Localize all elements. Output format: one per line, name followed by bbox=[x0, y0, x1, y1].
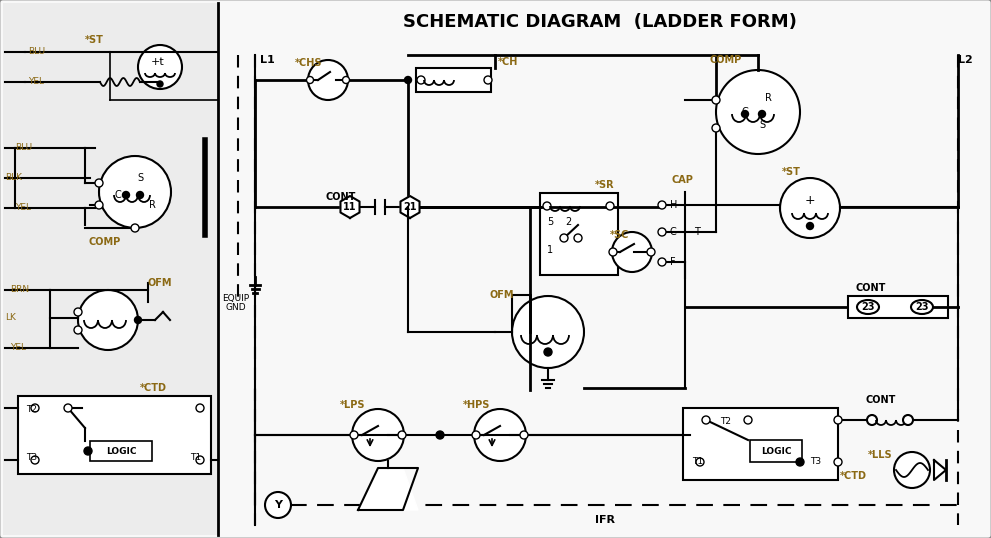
Circle shape bbox=[712, 96, 720, 104]
Text: C: C bbox=[741, 107, 748, 117]
Circle shape bbox=[78, 290, 138, 350]
Text: Y: Y bbox=[274, 500, 282, 510]
Circle shape bbox=[74, 326, 82, 334]
Text: S: S bbox=[137, 173, 143, 183]
Circle shape bbox=[712, 124, 720, 132]
Text: *LLS: *LLS bbox=[868, 450, 893, 460]
Circle shape bbox=[702, 416, 710, 424]
Circle shape bbox=[31, 456, 39, 464]
Polygon shape bbox=[358, 468, 418, 510]
Text: *ST: *ST bbox=[782, 167, 801, 177]
Circle shape bbox=[612, 232, 652, 272]
Circle shape bbox=[417, 76, 425, 84]
Circle shape bbox=[744, 416, 752, 424]
Circle shape bbox=[472, 431, 480, 439]
Circle shape bbox=[196, 456, 204, 464]
Text: *LPS: *LPS bbox=[340, 400, 366, 410]
Circle shape bbox=[520, 431, 528, 439]
Circle shape bbox=[512, 296, 584, 368]
Text: T1: T1 bbox=[190, 454, 201, 463]
Text: F: F bbox=[670, 257, 676, 267]
Text: LOGIC: LOGIC bbox=[106, 447, 136, 456]
Circle shape bbox=[137, 192, 144, 199]
Text: L1: L1 bbox=[260, 55, 275, 65]
Text: SCHEMATIC DIAGRAM  (LADDER FORM): SCHEMATIC DIAGRAM (LADDER FORM) bbox=[403, 13, 797, 31]
Circle shape bbox=[696, 458, 704, 466]
Circle shape bbox=[658, 201, 666, 209]
Text: 23: 23 bbox=[916, 302, 929, 312]
Text: L2: L2 bbox=[958, 55, 973, 65]
Text: EQUIP: EQUIP bbox=[222, 294, 249, 302]
Circle shape bbox=[64, 404, 72, 412]
Text: 1: 1 bbox=[547, 245, 553, 255]
Bar bbox=[18, 396, 211, 474]
Text: 5: 5 bbox=[547, 217, 553, 227]
Circle shape bbox=[834, 458, 842, 466]
Polygon shape bbox=[934, 460, 946, 480]
Circle shape bbox=[867, 415, 877, 425]
Circle shape bbox=[834, 416, 842, 424]
Text: YEL: YEL bbox=[15, 203, 31, 213]
Text: 23: 23 bbox=[861, 302, 875, 312]
Circle shape bbox=[741, 110, 748, 117]
Text: R: R bbox=[149, 200, 156, 210]
Text: OFM: OFM bbox=[490, 290, 514, 300]
Polygon shape bbox=[400, 196, 419, 218]
Text: BLU: BLU bbox=[15, 144, 32, 152]
Text: 11: 11 bbox=[343, 202, 357, 212]
Bar bbox=[848, 296, 948, 318]
Ellipse shape bbox=[911, 300, 933, 314]
Circle shape bbox=[436, 431, 444, 439]
Circle shape bbox=[807, 223, 814, 230]
Text: LK: LK bbox=[5, 314, 16, 322]
Bar bbox=[3, 3, 218, 535]
Circle shape bbox=[574, 234, 582, 242]
Text: *CHS: *CHS bbox=[295, 58, 322, 68]
Text: *CTD: *CTD bbox=[840, 471, 867, 481]
Text: CONT: CONT bbox=[325, 192, 356, 202]
Circle shape bbox=[658, 258, 666, 266]
Bar bbox=[90, 441, 152, 461]
Text: BLK: BLK bbox=[5, 173, 22, 182]
Circle shape bbox=[606, 202, 614, 210]
Circle shape bbox=[350, 431, 358, 439]
Text: T1: T1 bbox=[692, 457, 704, 466]
Circle shape bbox=[658, 228, 666, 236]
Text: COMP: COMP bbox=[710, 55, 742, 65]
Text: BLU: BLU bbox=[28, 47, 46, 56]
Text: *SC: *SC bbox=[610, 230, 629, 240]
Circle shape bbox=[157, 81, 163, 87]
Circle shape bbox=[647, 248, 655, 256]
Circle shape bbox=[308, 60, 348, 100]
Circle shape bbox=[780, 178, 840, 238]
Polygon shape bbox=[341, 196, 360, 218]
Text: T2: T2 bbox=[26, 406, 37, 414]
Circle shape bbox=[544, 348, 552, 356]
Circle shape bbox=[95, 179, 103, 187]
Circle shape bbox=[31, 404, 39, 412]
Circle shape bbox=[894, 452, 930, 488]
Text: *CH: *CH bbox=[498, 57, 518, 67]
Circle shape bbox=[265, 492, 291, 518]
Circle shape bbox=[903, 415, 913, 425]
Text: *ST: *ST bbox=[85, 35, 104, 45]
Text: T: T bbox=[694, 227, 700, 237]
Text: YEL: YEL bbox=[10, 343, 26, 352]
Text: BRN: BRN bbox=[10, 286, 29, 294]
Ellipse shape bbox=[857, 300, 879, 314]
Text: YEL: YEL bbox=[28, 77, 44, 87]
Text: 21: 21 bbox=[403, 202, 417, 212]
Bar bbox=[416, 68, 491, 92]
Circle shape bbox=[95, 201, 103, 209]
Circle shape bbox=[99, 156, 171, 228]
Bar bbox=[683, 408, 838, 480]
Text: T2: T2 bbox=[720, 417, 731, 427]
Text: CAP: CAP bbox=[671, 175, 693, 185]
Circle shape bbox=[404, 76, 411, 83]
Circle shape bbox=[716, 70, 800, 154]
Text: S: S bbox=[759, 120, 765, 130]
Circle shape bbox=[609, 248, 617, 256]
Circle shape bbox=[196, 404, 204, 412]
Circle shape bbox=[398, 431, 406, 439]
